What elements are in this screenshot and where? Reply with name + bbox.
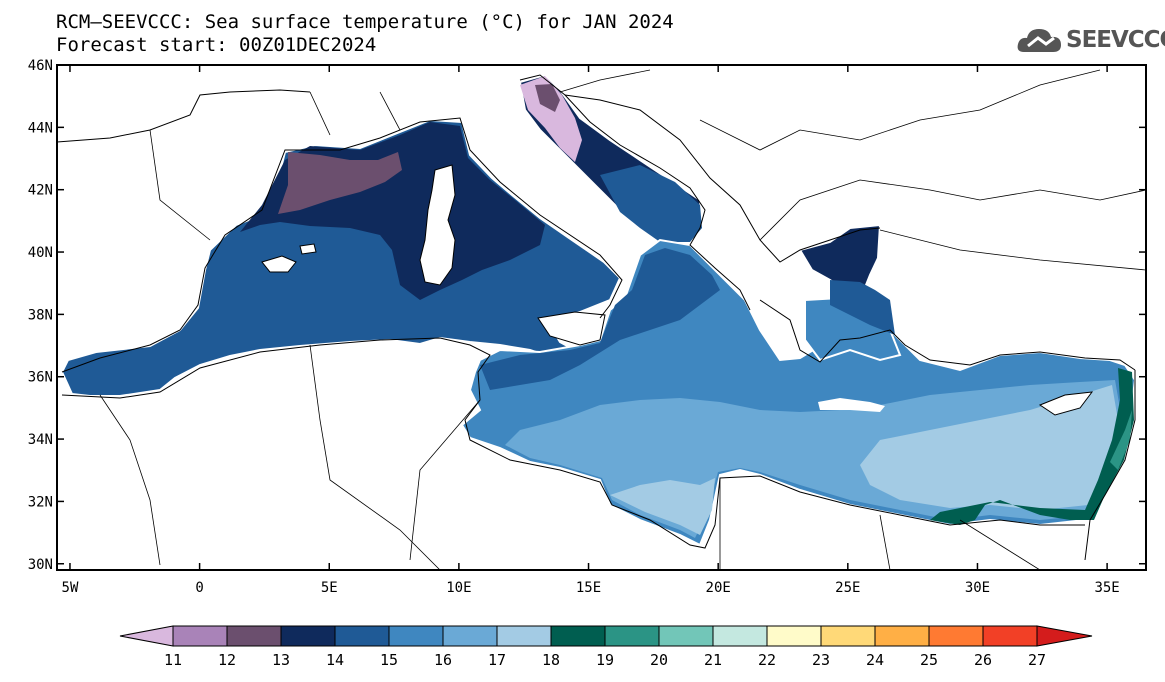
colorbar-box <box>982 625 1038 647</box>
lon-tick-label: 20E <box>706 580 731 596</box>
colorbar-box <box>658 625 714 647</box>
lon-tick-label: 35E <box>1094 580 1119 596</box>
lat-tick-label: 32N <box>28 494 53 510</box>
lat-tick-label: 36N <box>28 370 53 386</box>
colorbar-label: 21 <box>704 651 722 669</box>
lat-tick-label: 38N <box>28 307 53 323</box>
sst-north-aegean-13 <box>798 223 882 302</box>
colorbar-box <box>226 625 282 647</box>
colorbar-box <box>874 625 930 647</box>
colorbar-label: 25 <box>920 651 938 669</box>
lon-tick-label: 0 <box>195 580 203 596</box>
forecast-start-subtitle: Forecast start: 00Z01DEC2024 <box>56 34 377 56</box>
colorbar-label: 19 <box>596 651 614 669</box>
colorbar-box <box>766 625 822 647</box>
lat-tick-label: 34N <box>28 432 53 448</box>
colorbar-label: 23 <box>812 651 830 669</box>
coast-europe-west <box>57 89 623 373</box>
colorbar-label: 26 <box>974 651 992 669</box>
colorbar-label: 16 <box>434 651 452 669</box>
lon-tick-label: 25E <box>835 580 860 596</box>
colorbar-box <box>496 625 552 647</box>
map-frame <box>56 64 1147 571</box>
colorbar-label: 24 <box>866 651 884 669</box>
lat-tick-label: 40N <box>28 245 53 261</box>
lon-tick-label: 15E <box>576 580 601 596</box>
sst-north-adriatic-11 <box>520 76 582 162</box>
logo-text: SEEVCCC <box>1066 27 1165 53</box>
coastlines <box>57 69 1146 570</box>
sst-aegean-14 <box>830 280 895 335</box>
sst-sidra-17 <box>610 478 715 535</box>
sicily-land <box>537 311 606 346</box>
crete-land <box>818 398 885 412</box>
lon-tick-label: 30E <box>965 580 990 596</box>
coast-levant <box>1084 370 1136 561</box>
lat-tick-label: 46N <box>28 58 53 74</box>
colorbar-label: 11 <box>164 651 182 669</box>
lon-tick-label: 10E <box>446 580 471 596</box>
colorbar-label: 22 <box>758 651 776 669</box>
corsica-sardinia-land <box>419 164 456 286</box>
colorbar-box <box>388 625 444 647</box>
lat-tick-label: 44N <box>28 120 53 136</box>
sst-levant-coast-19 <box>1110 410 1132 470</box>
lon-tick-label: 5W <box>62 580 79 596</box>
colorbar-box <box>334 625 390 647</box>
sst-adriatic-south-14 <box>600 165 702 242</box>
colorbar-label: 20 <box>650 651 668 669</box>
lat-tick-label: 30N <box>28 557 53 573</box>
colorbar-box <box>280 625 336 647</box>
colorbar-min-arrow <box>119 625 174 647</box>
borders <box>99 69 1146 570</box>
cyprus-land <box>1038 391 1094 416</box>
colorbar: 11 12 13 14 15 16 17 18 19 20 21 22 23 24 25 26 27 <box>119 625 1093 669</box>
colorbar-label: 15 <box>380 651 398 669</box>
cloud-icon <box>1017 29 1061 52</box>
colorbar-label: 13 <box>272 651 290 669</box>
coast-africa <box>61 337 1085 549</box>
colorbar-max-arrow <box>1036 625 1093 647</box>
colorbar-box <box>550 625 606 647</box>
sst-field <box>60 73 1137 547</box>
lat-tick-label: 42N <box>28 183 53 199</box>
sst-gulf-lion-12 <box>278 152 402 214</box>
balearic-minorca-land <box>299 243 317 255</box>
colorbar-box <box>442 625 498 647</box>
colorbar-box <box>820 625 876 647</box>
sst-central-14 <box>480 248 720 390</box>
colorbar-label: 12 <box>218 651 236 669</box>
colorbar-label: 18 <box>542 651 560 669</box>
balearic-land <box>261 255 297 273</box>
colorbar-label: 17 <box>488 651 506 669</box>
sst-north-adriatic-12 <box>535 84 560 112</box>
colorbar-box <box>604 625 660 647</box>
colorbar-label: 14 <box>326 651 344 669</box>
lon-tick-label: 5E <box>321 580 338 596</box>
coast-balkans <box>564 94 1136 371</box>
sst-levantine-17 <box>860 385 1118 510</box>
longitude-axis: 5W 0 5E 10E 15E 20E 25E 30E 35E <box>62 65 1120 596</box>
seevccc-logo: SEEVCCC <box>1016 24 1165 58</box>
colorbar-box <box>712 625 768 647</box>
colorbar-box <box>172 625 228 647</box>
latitude-axis: 46N 44N 42N 40N 38N 36N 34N 32N 30N <box>28 58 1146 573</box>
chart-title: RCM–SEEVCCC: Sea surface temperature (°C… <box>56 11 674 33</box>
colorbar-box <box>928 625 984 647</box>
colorbar-label: 27 <box>1028 651 1046 669</box>
